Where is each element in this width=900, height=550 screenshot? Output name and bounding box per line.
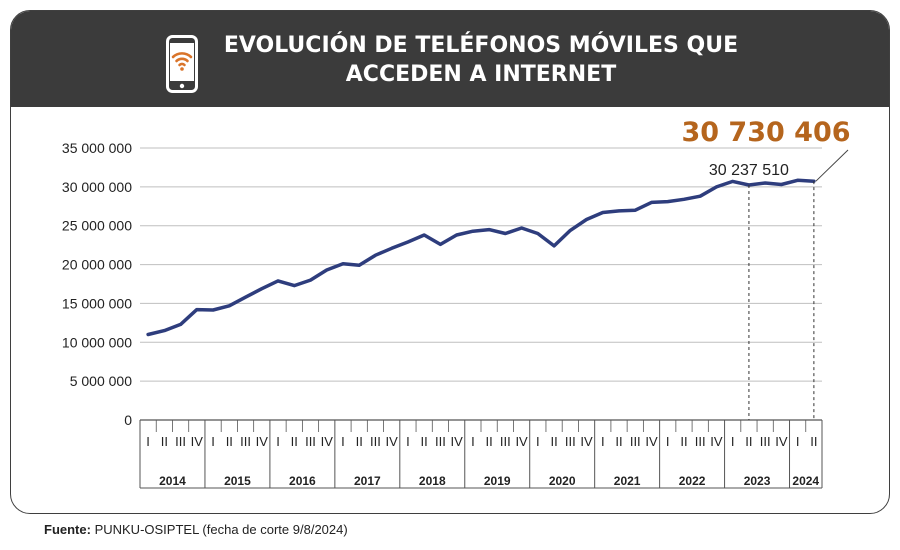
year-label: 2020: [549, 474, 576, 488]
annotation-highlight-label: 30 730 406: [681, 117, 850, 148]
quarter-label: III: [695, 434, 706, 449]
quarter-label: IV: [645, 434, 658, 449]
chart-header: [11, 11, 889, 107]
year-label: 2019: [484, 474, 511, 488]
quarter-label: IV: [191, 434, 204, 449]
quarter-label: I: [276, 434, 280, 449]
y-tick-label: 15 000 000: [62, 295, 132, 311]
quarter-label: II: [550, 434, 557, 449]
quarter-label: II: [615, 434, 622, 449]
chart-title: EVOLUCIÓN DE TELÉFONOS MÓVILES QUE ACCED…: [181, 31, 781, 89]
quarter-label: II: [421, 434, 428, 449]
quarter-label: I: [211, 434, 215, 449]
y-tick-label: 25 000 000: [62, 218, 132, 234]
quarter-label: IV: [321, 434, 334, 449]
year-label: 2021: [614, 474, 641, 488]
quarter-label: II: [745, 434, 752, 449]
source-label: Fuente:: [44, 522, 91, 537]
quarter-label: I: [341, 434, 345, 449]
quarter-label: II: [486, 434, 493, 449]
quarter-label: I: [731, 434, 735, 449]
quarter-label: II: [226, 434, 233, 449]
quarter-label: IV: [450, 434, 463, 449]
quarter-label: II: [356, 434, 363, 449]
quarter-label: IV: [386, 434, 399, 449]
title-line-1: EVOLUCIÓN DE TELÉFONOS MÓVILES QUE: [223, 33, 739, 58]
quarter-label: I: [471, 434, 475, 449]
y-tick-label: 20 000 000: [62, 257, 132, 273]
source-text: PUNKU-OSIPTEL (fecha de corte 9/8/2024): [90, 522, 348, 537]
y-tick-label: 30 000 000: [62, 179, 132, 195]
year-label: 2022: [679, 474, 706, 488]
quarter-label: III: [240, 434, 251, 449]
quarter-label: IV: [710, 434, 723, 449]
series-line: [146, 178, 816, 337]
smartphone-wifi-icon: [166, 35, 198, 93]
quarter-label: III: [565, 434, 576, 449]
quarter-label: III: [760, 434, 771, 449]
y-tick-label: 35 000 000: [62, 140, 132, 156]
quarter-label: I: [666, 434, 670, 449]
quarter-label: IV: [515, 434, 528, 449]
year-label: 2015: [224, 474, 251, 488]
quarter-label: I: [796, 434, 800, 449]
quarter-label: IV: [580, 434, 593, 449]
quarter-label: II: [810, 434, 817, 449]
quarter-label: I: [406, 434, 410, 449]
quarter-label: III: [435, 434, 446, 449]
quarter-label: II: [680, 434, 687, 449]
year-label: 2017: [354, 474, 381, 488]
year-label: 2018: [419, 474, 446, 488]
year-label: 2014: [159, 474, 186, 488]
source-note: Fuente: PUNKU-OSIPTEL (fecha de corte 9/…: [44, 522, 348, 537]
quarter-label: III: [630, 434, 641, 449]
year-label: 2023: [744, 474, 771, 488]
quarter-label: IV: [256, 434, 269, 449]
quarter-label: I: [536, 434, 540, 449]
quarter-label: I: [601, 434, 605, 449]
quarter-label: III: [305, 434, 316, 449]
title-line-2: ACCEDEN A INTERNET: [345, 62, 617, 87]
quarter-label: I: [146, 434, 150, 449]
annotation-label: 30 237 510: [709, 162, 789, 179]
quarter-label: II: [291, 434, 298, 449]
quarter-label: III: [175, 434, 186, 449]
year-label: 2024: [792, 474, 819, 488]
y-tick-label: 10 000 000: [62, 334, 132, 350]
quarter-label: II: [161, 434, 168, 449]
quarter-label: IV: [775, 434, 788, 449]
annotation-leader: [815, 149, 849, 182]
y-tick-label: 5 000 000: [70, 373, 132, 389]
chart-card: EVOLUCIÓN DE TELÉFONOS MÓVILES QUE ACCED…: [10, 10, 890, 514]
quarter-label: III: [370, 434, 381, 449]
quarter-label: III: [500, 434, 511, 449]
year-label: 2016: [289, 474, 316, 488]
y-tick-label: 0: [124, 412, 132, 428]
